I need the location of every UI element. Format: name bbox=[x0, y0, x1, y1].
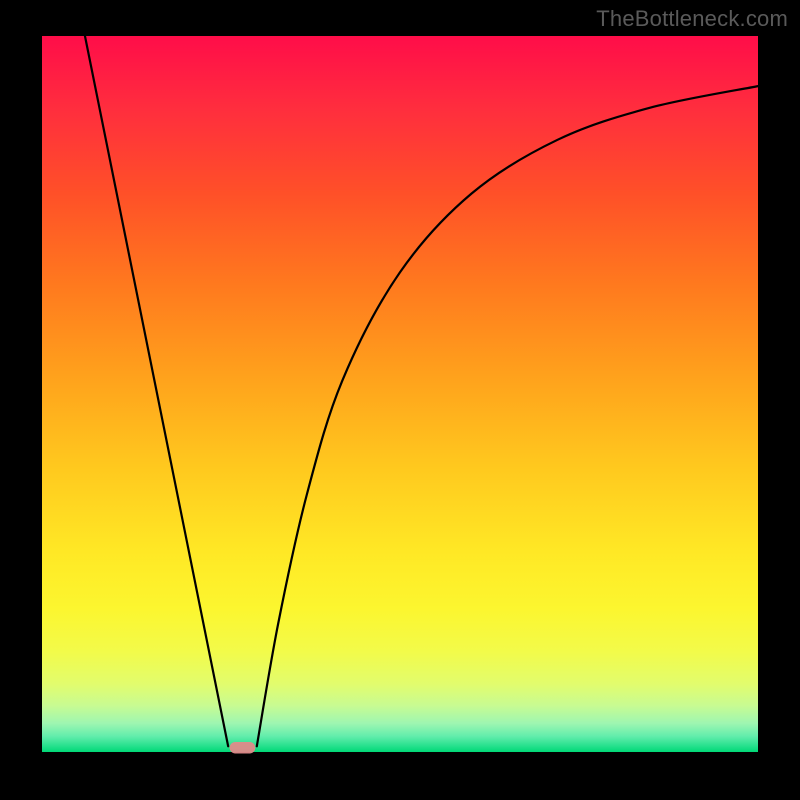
watermark-text: TheBottleneck.com bbox=[596, 6, 788, 32]
optimal-marker bbox=[230, 742, 256, 753]
bottleneck-chart bbox=[0, 0, 800, 800]
chart-container: TheBottleneck.com bbox=[0, 0, 800, 800]
plot-gradient bbox=[42, 36, 758, 752]
